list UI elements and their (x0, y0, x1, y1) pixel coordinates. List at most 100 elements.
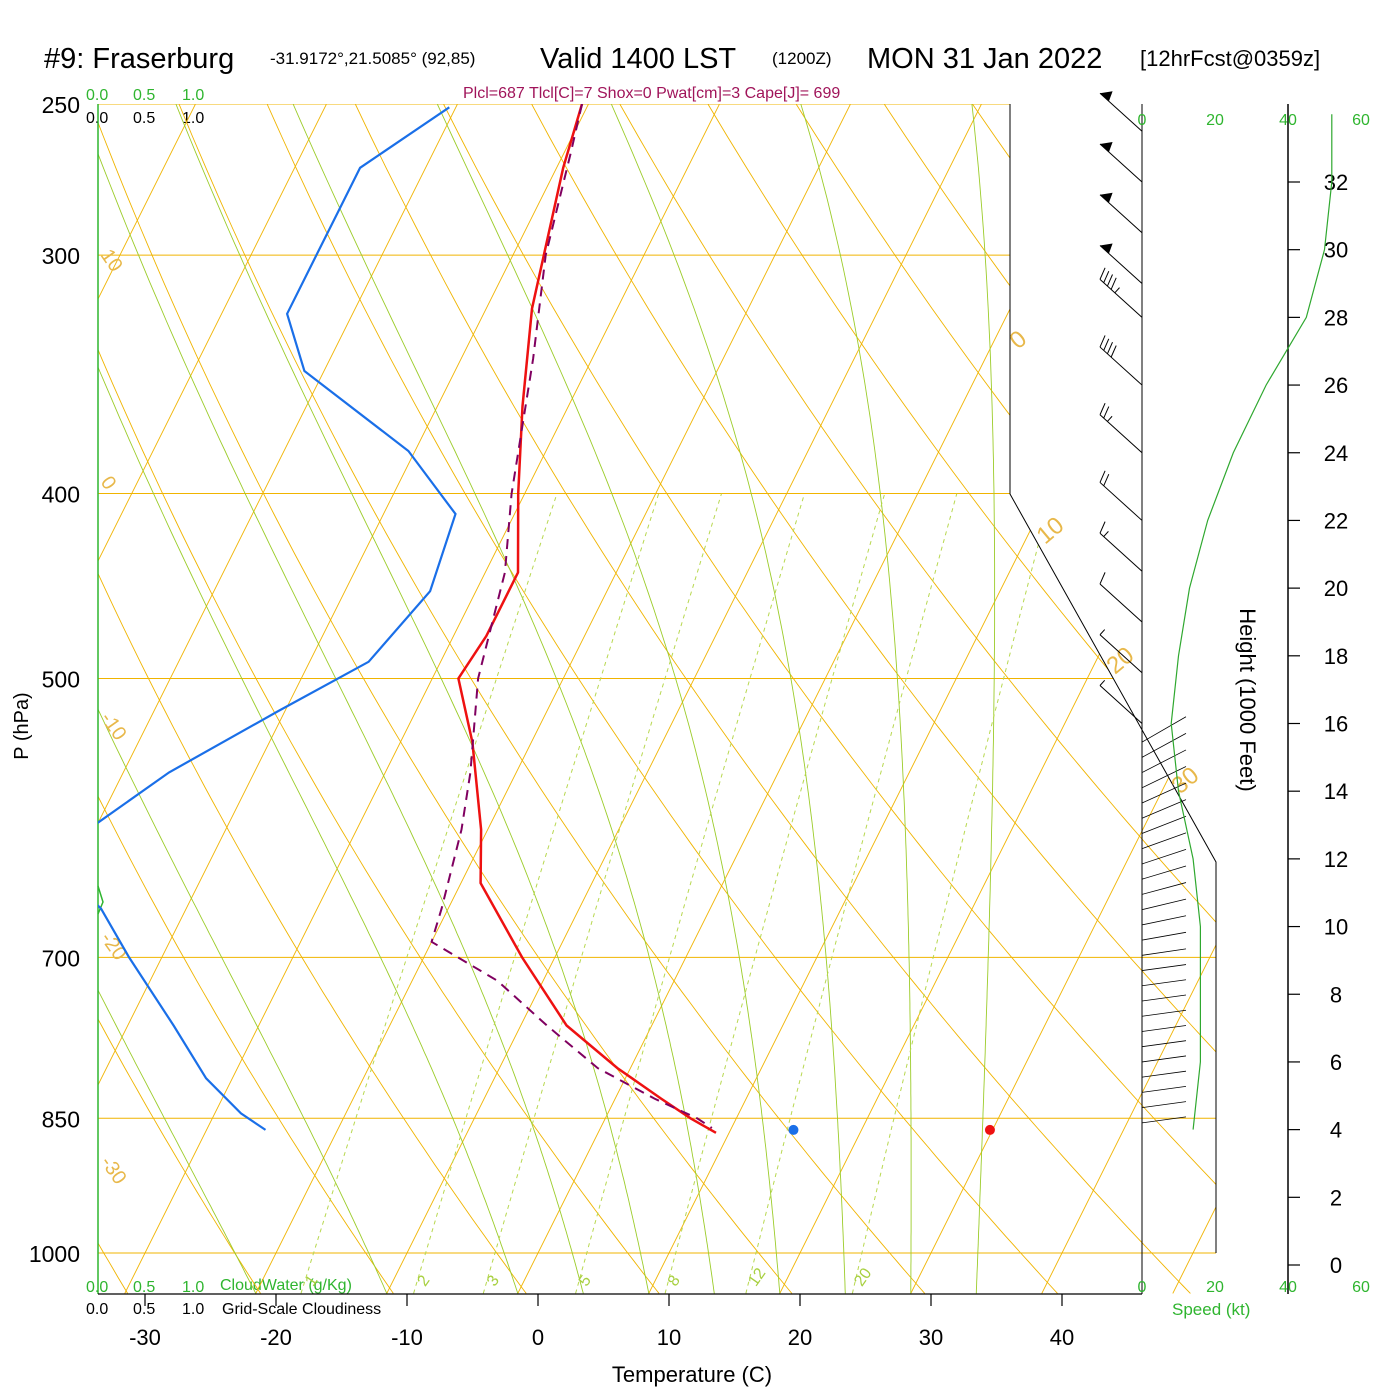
wind-barb-low (1141, 865, 1187, 880)
speed-tick-top-20: 20 (1206, 112, 1224, 129)
mixing-ratio-5 (575, 493, 805, 1294)
wind-barb-staff (1099, 634, 1143, 674)
height-tick-label-0: 0 (1330, 1253, 1342, 1278)
wind-barb-low (1141, 882, 1187, 895)
wind-barb-low (1141, 915, 1187, 926)
cloud-scale-top-black-2: 1.0 (182, 110, 204, 127)
isotherm--80 (0, 35, 99, 1294)
dry-adiabat-250 (98, 1018, 261, 1294)
moist-adiabat-10 (175, 104, 650, 1294)
height-tick-label-26: 26 (1324, 373, 1348, 398)
wind-barb-low (1141, 1086, 1187, 1093)
x-axis-ticks: -30 -20 -10 0 10 20 30 40 (129, 1294, 1074, 1350)
dry-adiabat-260 (98, 795, 394, 1294)
mixing-ratio-label-3: 3 (484, 1272, 503, 1289)
dry-adiabat-350 (619, 104, 1216, 923)
wind-barb-low (1141, 1101, 1187, 1109)
surface-temperature-dot (984, 1124, 995, 1135)
p-tick-label-1000: 1000 (29, 1241, 80, 1267)
p-tick-label-700: 700 (42, 945, 80, 971)
speed-tick-top-0: 0 (1138, 112, 1147, 129)
wind-barb-pennant (1100, 243, 1113, 254)
isotherm-label-left--20: -20 (96, 928, 131, 964)
wind-barb-half-flag (1103, 531, 1109, 537)
wind-barb-pennant (1100, 192, 1113, 203)
x-tick-label--20: -20 (260, 1325, 292, 1350)
wind-barb-low (1141, 1040, 1187, 1048)
x-tick-label--30: -30 (129, 1325, 161, 1350)
speed-curve (1170, 114, 1333, 1130)
wind-barb-half-flag (1099, 629, 1106, 636)
height-tick-label-28: 28 (1324, 305, 1348, 330)
wind-barb-low (1141, 1009, 1187, 1017)
mixing-ratio-label-20: 20 (851, 1265, 875, 1289)
dry-adiabat-290 (98, 121, 793, 1294)
cloud-scale-top-green-0: 0.0 (86, 87, 108, 104)
moist-adiabat-35 (971, 104, 996, 1294)
y-axis-label: P (hPa) (11, 692, 33, 759)
speed-axis-ticks: 0 20 40 600 20 40 60 (1138, 112, 1370, 1296)
stats-line: Plcl=687 Tlcl[C]=7 Shox=0 Pwat[cm]=3 Cap… (463, 85, 840, 102)
mixing-ratio-label-5: 5 (576, 1272, 595, 1289)
wind-barb-flag (1103, 270, 1110, 283)
mixing-ratio-label-8: 8 (665, 1272, 684, 1289)
height-tick-label-10: 10 (1324, 915, 1348, 940)
wind-barb-staff (1099, 194, 1143, 234)
p-tick-label-300: 300 (42, 243, 80, 269)
cloud-scale-top: 0.0 0.5 1.0 0.0 0.5 1.0 (86, 87, 204, 127)
height-tick-label-6: 6 (1330, 1050, 1342, 1075)
height-tick-label-2: 2 (1330, 1185, 1342, 1210)
dry-adiabat-240 (98, 1242, 128, 1294)
cloud-scale-bottom-black-2: 1.0 (182, 1301, 204, 1318)
height-tick-label-20: 20 (1324, 576, 1348, 601)
cloud-scale-top-black-1: 0.5 (133, 110, 155, 127)
isotherm--30 (124, 104, 721, 1294)
moist-adiabat-0 (98, 366, 519, 1294)
utc-time: (1200Z) (772, 49, 832, 68)
cloud-scale-bottom-black-0: 0.0 (86, 1301, 108, 1318)
height-tick-label-14: 14 (1324, 779, 1348, 804)
dry-adiabat-360 (707, 104, 1216, 796)
x-tick-label-30: 30 (919, 1325, 943, 1350)
speed-tick-top-60: 60 (1352, 112, 1370, 129)
x-tick-label-40: 40 (1050, 1325, 1074, 1350)
height-tick-label-16: 16 (1324, 712, 1348, 737)
wind-barb-low (1141, 766, 1187, 789)
speed-axis-label: Speed (kt) (1172, 1300, 1250, 1319)
moist-adiabat-30 (800, 104, 912, 1294)
height-axis-label: Height (1000 Feet) (1235, 608, 1260, 791)
mixing-ratio-label-12: 12 (745, 1265, 769, 1289)
dry-adiabat-310 (266, 104, 1058, 1294)
cloudwater-trace (97, 885, 104, 915)
wind-barb-flag (1106, 341, 1113, 354)
speed-profile (1170, 114, 1333, 1130)
wind-barb-low (1141, 948, 1187, 956)
wind-barb-low (1141, 815, 1187, 834)
moist-adiabat--10 (98, 708, 388, 1294)
wind-barb-low (1141, 832, 1187, 850)
cloud-scale-bottom-green-0: 0.0 (86, 1279, 108, 1296)
cloud-scale-top-green-1: 0.5 (133, 87, 155, 104)
wind-barb-low (1141, 849, 1187, 865)
speed-tick-top-40: 40 (1279, 112, 1297, 129)
speed-tick-bottom-60: 60 (1352, 1279, 1370, 1296)
wind-barb-staff (1099, 685, 1143, 724)
wind-barb-staff (1099, 482, 1143, 521)
forecast-info: [12hrFcst@0359z] (1140, 46, 1320, 71)
x-tick-label-20: 20 (788, 1325, 812, 1350)
isotherm-20 (779, 419, 1216, 1294)
cloud-scale-top-black-0: 0.0 (86, 110, 108, 127)
wind-barb-half-flag (1107, 415, 1113, 422)
wind-barb-low (1141, 1070, 1187, 1078)
wind-barb-flag (1099, 470, 1106, 483)
forecast-date: MON 31 Jan 2022 (867, 43, 1102, 75)
wind-barb-low (1141, 931, 1187, 941)
pressure-axis-ticks: 250 300 400 500 700 850 1000 (29, 92, 80, 1267)
wind-barb-low (1141, 799, 1187, 819)
isotherm--70 (98, 104, 197, 301)
valid-time: Valid 1400 LST (540, 43, 736, 75)
moist-adiabat--20 (98, 989, 257, 1294)
cloud-scale-bottom-black-1: 0.5 (133, 1301, 155, 1318)
